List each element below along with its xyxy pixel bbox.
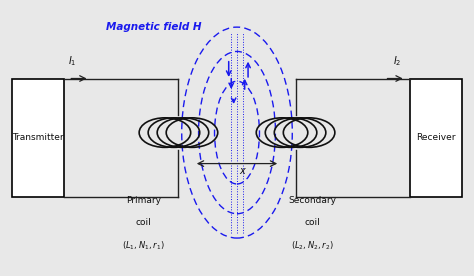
- Text: Secondary: Secondary: [288, 196, 336, 205]
- Text: $(L_1, N_1, r_1)$: $(L_1, N_1, r_1)$: [122, 239, 164, 252]
- Text: $I_2$: $I_2$: [392, 54, 401, 68]
- Text: $(L_2, N_2, r_2)$: $(L_2, N_2, r_2)$: [291, 239, 333, 252]
- Text: Magnetic field H: Magnetic field H: [106, 22, 201, 32]
- Text: Receiver: Receiver: [416, 134, 456, 142]
- Text: x: x: [239, 166, 245, 176]
- Bar: [12, 78, 64, 198]
- Bar: [410, 78, 462, 198]
- Text: coil: coil: [304, 218, 320, 227]
- Text: coil: coil: [136, 218, 151, 227]
- Text: $I_1$: $I_1$: [68, 54, 77, 68]
- Text: Primary: Primary: [126, 196, 161, 205]
- Text: Transmitter: Transmitter: [12, 134, 64, 142]
